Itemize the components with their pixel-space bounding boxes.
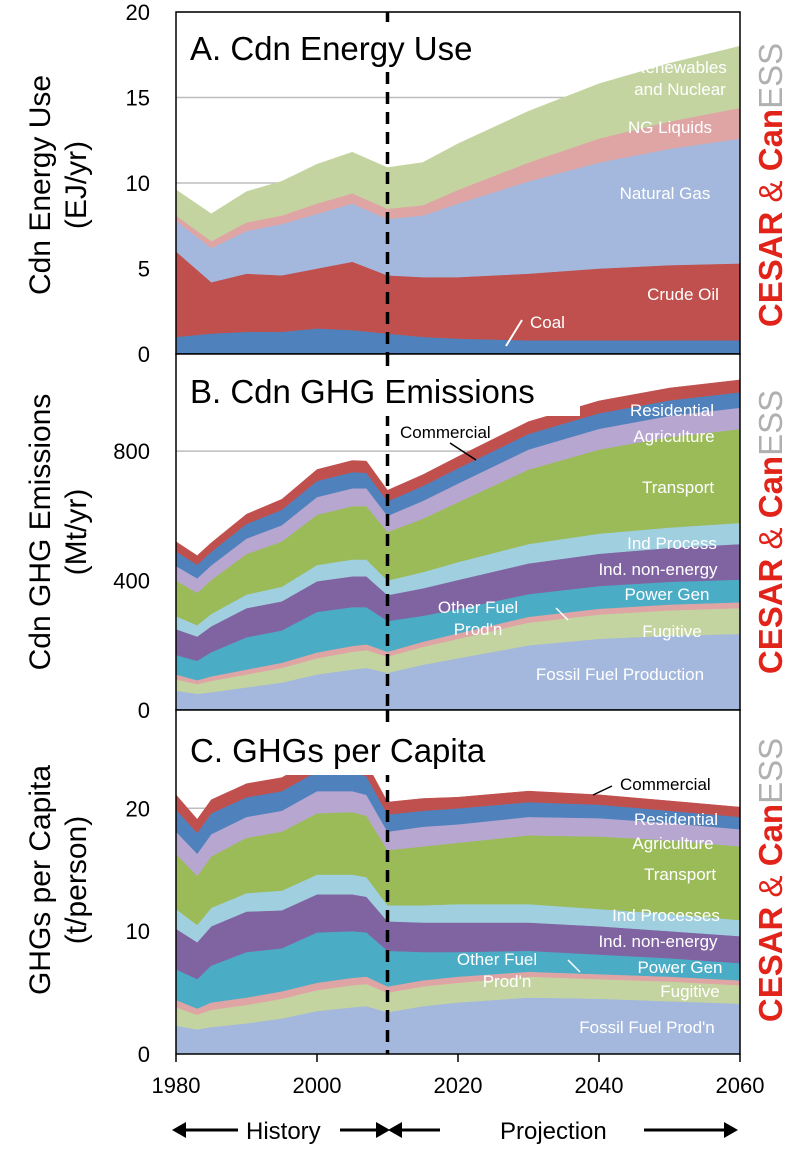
panel-c-ytick-10: 10 [126, 919, 150, 944]
logo-can: Can [752, 456, 789, 518]
logo-text: CESAR & CanESS [752, 43, 789, 327]
xtick-label-2040: 2040 [575, 1073, 624, 1098]
logo-can: Can [752, 109, 789, 171]
chart-panels: 0 5 10 15 20 0 400 800 0 10 20 1980 2000 2020 2040 2060 [113, 0, 764, 1098]
panel-a-ylabel-line1: Cdn Energy Use [24, 75, 57, 295]
panel-c-plot: 0 10 20 [126, 709, 741, 1067]
panel-c-ytick-0: 0 [138, 1042, 150, 1067]
logo-cesar: CESAR [752, 549, 789, 674]
label-crude-oil: Crude Oil [647, 285, 719, 304]
panel-c-ytick-20: 20 [126, 796, 150, 821]
panel-a-ytick-5: 5 [138, 257, 150, 282]
label-fossil-fuel-production: Fossil Fuel Production [536, 665, 704, 684]
panel-b-ylabel-line1: Cdn GHG Emissions [24, 394, 57, 671]
projection-label: Projection [500, 1118, 607, 1145]
label-other-fuel: Other Fuel [438, 598, 518, 617]
other-fuel-c-leader-line [567, 959, 581, 973]
label-ng-liquids: NG Liquids [628, 118, 712, 137]
label-transport: Transport [642, 478, 714, 497]
label-commercial: Commercial [400, 423, 491, 442]
history-label: History [246, 1118, 321, 1145]
panel-c-ylabel-line2: (t/person) [60, 816, 93, 944]
panel-a-logo: CESAR & CanESS [752, 43, 789, 327]
label-residential-c: Residential [634, 810, 718, 829]
commercial-c-leader-line [592, 785, 613, 796]
label-ind-processes-c: Ind Processes [612, 906, 720, 925]
logo-ess: ESS [752, 738, 789, 804]
panel-a-title-bg [182, 22, 518, 72]
panel-b-title: B. Cdn GHG Emissions [190, 373, 535, 410]
xtick-label-2020: 2020 [434, 1073, 483, 1098]
logo-amp: & [752, 518, 789, 549]
xtick-label-1980: 1980 [152, 1073, 201, 1098]
label-other-fuel-c: Other Fuel [457, 950, 537, 969]
logo-ess: ESS [752, 43, 789, 109]
panel-c-title-bg [182, 725, 542, 775]
panel-a-ytick-20: 20 [126, 0, 150, 25]
panel-c-logo: CESAR & CanESS [752, 738, 789, 1022]
label-transport-c: Transport [644, 865, 716, 884]
label-natural-gas: Natural Gas [620, 184, 711, 203]
panel-titles: A. Cdn Energy Use B. Cdn GHG Emissions C… [182, 22, 580, 775]
x-axis-ticks: 1980 2000 2020 2040 2060 [152, 1054, 765, 1098]
panel-a-ylabel-line2: (EJ/yr) [60, 141, 93, 229]
panel-b-ytick-0: 0 [138, 698, 150, 723]
label-agriculture: Agriculture [633, 427, 714, 446]
logo-cesar: CESAR [752, 897, 789, 1022]
timeline-footer: History Projection [172, 1118, 738, 1145]
label-prodn-c: Prod'n [483, 972, 532, 991]
label-commercial-c: Commercial [620, 775, 711, 794]
label-and-nuclear: and Nuclear [634, 80, 726, 99]
coal-leader-line [505, 319, 523, 347]
panel-a-ytick-0: 0 [138, 342, 150, 367]
panel-a-title: A. Cdn Energy Use [190, 30, 472, 67]
label-ind-non-energy: Ind. non-energy [598, 560, 718, 579]
panel-c-ylabel-line1: GHGs per Capita [24, 765, 57, 995]
label-ind-process: Ind Process [627, 534, 717, 553]
label-power-gen-c: Power Gen [637, 958, 722, 977]
logo-text: CESAR & CanESS [752, 390, 789, 674]
y-axis-labels: Cdn Energy Use (EJ/yr) Cdn GHG Emissions… [24, 75, 93, 995]
logo-ess: ESS [752, 390, 789, 456]
panel-b-ytick-800: 800 [113, 439, 150, 464]
history-arrowhead [172, 1122, 186, 1138]
history-arrowhead-right [376, 1122, 390, 1138]
series-labels: Renewables and Nuclear NG Liquids Natura… [400, 58, 727, 1037]
label-fugitive: Fugitive [642, 622, 702, 641]
label-agriculture-c: Agriculture [632, 834, 713, 853]
panel-c-title: C. GHGs per Capita [190, 732, 486, 769]
panel-a-ytick-10: 10 [126, 171, 150, 196]
xtick-label-2000: 2000 [293, 1073, 342, 1098]
label-fugitive-c: Fugitive [660, 982, 720, 1001]
xtick-label-2060: 2060 [716, 1073, 765, 1098]
projection-arrowhead-left [388, 1122, 402, 1138]
panel-b-logo: CESAR & CanESS [752, 390, 789, 674]
panel-b-ytick-400: 400 [113, 569, 150, 594]
label-renewables: Renewables [633, 58, 727, 77]
label-ind-non-energy-c: Ind. non-energy [598, 932, 718, 951]
label-coal: Coal [530, 313, 565, 332]
logo-amp: & [752, 866, 789, 897]
panel-b-ylabel-line2: (Mt/yr) [60, 489, 93, 576]
other-fuel-leader-line [555, 607, 569, 621]
panel-b-title-bg [182, 366, 580, 416]
label-prodn: Prod'n [454, 620, 503, 639]
label-residential: Residential [630, 401, 714, 420]
panel-a-ytick-15: 15 [126, 86, 150, 111]
logo-text: CESAR & CanESS [752, 738, 789, 1022]
label-fossil-fuel-prodn-c: Fossil Fuel Prod'n [579, 1018, 715, 1037]
commercial-leader-line [449, 442, 477, 461]
projection-arrowhead [724, 1122, 738, 1138]
label-power-gen: Power Gen [624, 585, 709, 604]
logo-can: Can [752, 804, 789, 866]
logo-amp: & [752, 171, 789, 202]
logo-cesar: CESAR [752, 202, 789, 327]
